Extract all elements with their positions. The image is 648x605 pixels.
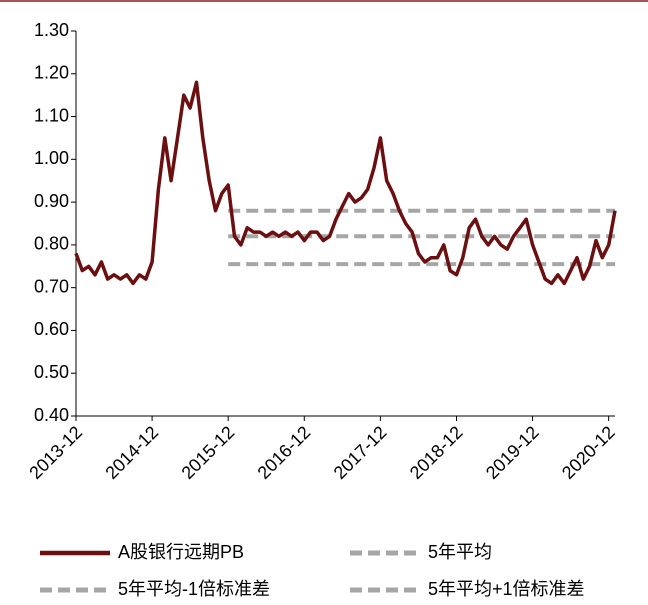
y-tick-label: 0.90 [34, 191, 69, 211]
y-tick-label: 1.30 [34, 20, 69, 40]
x-tick-label: 2016-12 [254, 422, 315, 483]
legend-label: 5年平均 [428, 542, 492, 562]
y-tick-label: 1.10 [34, 105, 69, 125]
y-tick-label: 0.50 [34, 362, 69, 382]
y-tick-label: 0.40 [34, 405, 69, 425]
y-tick-label: 0.60 [34, 319, 69, 339]
x-tick-label: 2015-12 [178, 422, 239, 483]
x-tick-label: 2019-12 [482, 422, 543, 483]
legend-label: 5年平均+1倍标准差 [428, 579, 585, 599]
x-tick-label: 2018-12 [406, 422, 467, 483]
y-tick-label: 0.70 [34, 276, 69, 296]
series-line [74, 80, 617, 286]
x-tick-label: 2017-12 [330, 422, 391, 483]
x-tick-label: 2013-12 [25, 422, 86, 483]
legend-label: A股银行远期PB [118, 542, 244, 562]
y-tick-label: 0.80 [34, 234, 69, 254]
y-tick-label: 1.20 [34, 63, 69, 83]
y-tick-label: 1.00 [34, 148, 69, 168]
x-tick-label: 2020-12 [558, 422, 619, 483]
legend-label: 5年平均-1倍标准差 [118, 579, 270, 599]
x-tick-label: 2014-12 [101, 422, 162, 483]
